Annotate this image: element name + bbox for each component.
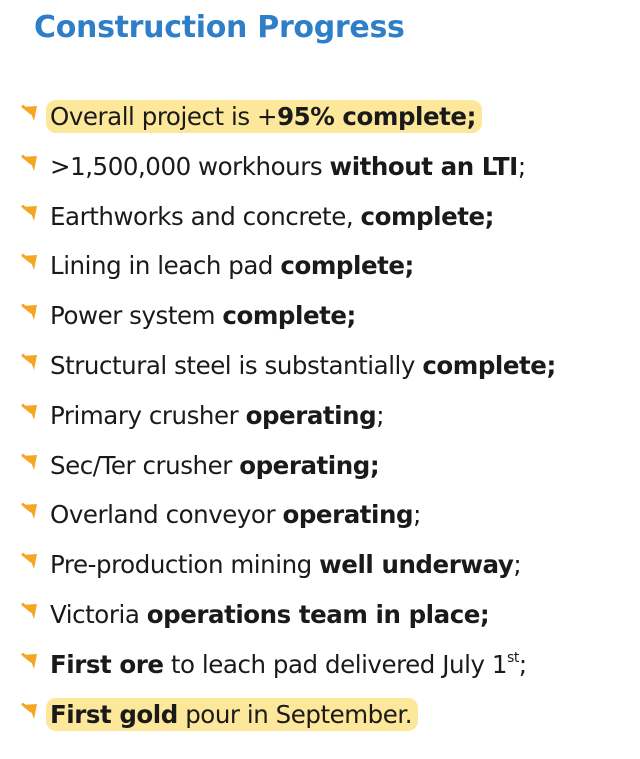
- plain-text: Victoria: [50, 599, 147, 629]
- plain-text: pour in September.: [177, 699, 413, 729]
- plain-text: >1,500,000 workhours: [50, 151, 330, 181]
- bold-text: complete;: [422, 350, 556, 380]
- arrow-bullet-icon: [20, 490, 50, 522]
- list-item-text: First gold pour in September.: [46, 690, 419, 740]
- bold-text: First gold: [50, 699, 178, 729]
- plain-text: Overall project is +: [50, 102, 278, 131]
- plain-text: ;: [513, 550, 522, 580]
- list-item-text: Pre-production mining well underway;: [50, 540, 522, 590]
- list-item-text: Sec/Ter crusher operating;: [50, 441, 380, 491]
- list-item: Earthworks and concrete, complete;: [20, 192, 636, 242]
- highlight-marker: First gold pour in September.: [46, 697, 419, 731]
- bold-text: well underway: [319, 550, 514, 580]
- list-item: Lining in leach pad complete;: [20, 241, 636, 291]
- bold-text: operating: [245, 400, 377, 430]
- plain-text: Primary crusher: [50, 400, 246, 430]
- list-item: Structural steel is substantially comple…: [20, 341, 636, 391]
- arrow-bullet-icon: [20, 391, 50, 423]
- bold-text: without an LTI: [329, 151, 519, 181]
- superscript-text: st: [506, 649, 519, 666]
- plain-text: Structural steel is substantially: [50, 350, 423, 380]
- arrow-bullet-icon: [20, 441, 50, 473]
- plain-text: Power system: [50, 301, 223, 331]
- list-item-text: Overland conveyor operating;: [50, 490, 421, 540]
- plain-text: Pre-production mining: [50, 550, 320, 580]
- bold-text: complete;: [222, 301, 356, 331]
- page-title: Construction Progress: [34, 10, 405, 45]
- list-item-text: Structural steel is substantially comple…: [50, 341, 556, 391]
- list-item-text: Overall project is +95% complete;: [46, 92, 482, 142]
- progress-list: Overall project is +95% complete; >1,500,…: [20, 92, 636, 739]
- arrow-bullet-icon: [20, 241, 50, 273]
- list-item: Pre-production mining well underway;: [20, 540, 636, 590]
- plain-text: ;: [517, 151, 526, 181]
- arrow-bullet-icon: [20, 192, 50, 224]
- plain-text: Overland conveyor: [50, 500, 283, 530]
- list-item: First ore to leach pad delivered July 1s…: [20, 640, 636, 690]
- list-item-text: Primary crusher operating;: [50, 391, 384, 441]
- plain-text: Sec/Ter crusher: [50, 450, 240, 480]
- list-item-text: Earthworks and concrete, complete;: [50, 192, 494, 242]
- list-item-text: Lining in leach pad complete;: [50, 241, 414, 291]
- plain-text: ;: [518, 649, 527, 679]
- bold-text: operating: [282, 500, 414, 530]
- list-item: Primary crusher operating;: [20, 391, 636, 441]
- plain-text: ;: [376, 400, 385, 430]
- list-item: Victoria operations team in place;: [20, 590, 636, 640]
- arrow-bullet-icon: [20, 142, 50, 174]
- arrow-bullet-icon: [20, 92, 50, 124]
- list-item: Sec/Ter crusher operating;: [20, 441, 636, 491]
- list-item: First gold pour in September.: [20, 690, 636, 740]
- plain-text: ;: [413, 500, 421, 530]
- bold-text: operations team in place;: [146, 599, 490, 629]
- bold-text: operating;: [239, 450, 380, 480]
- bold-text: First ore: [50, 649, 164, 679]
- list-item-text: Victoria operations team in place;: [50, 590, 490, 640]
- arrow-bullet-icon: [20, 341, 50, 373]
- bold-text: 95% complete;: [277, 102, 476, 131]
- arrow-bullet-icon: [20, 690, 50, 722]
- list-item: Overall project is +95% complete;: [20, 92, 636, 142]
- list-item: Overland conveyor operating;: [20, 490, 636, 540]
- plain-text: Lining in leach pad: [50, 251, 281, 281]
- bold-text: complete;: [280, 251, 414, 281]
- arrow-bullet-icon: [20, 291, 50, 323]
- highlight-marker: Overall project is +95% complete;: [46, 100, 482, 133]
- plain-text: to leach pad delivered July 1: [163, 649, 508, 679]
- list-item-text: Power system complete;: [50, 291, 356, 341]
- plain-text: Earthworks and concrete,: [50, 201, 361, 231]
- list-item: >1,500,000 workhours without an LTI;: [20, 142, 636, 192]
- arrow-bullet-icon: [20, 590, 50, 622]
- arrow-bullet-icon: [20, 640, 50, 672]
- list-item: Power system complete;: [20, 291, 636, 341]
- list-item-text: >1,500,000 workhours without an LTI;: [50, 142, 526, 192]
- bold-text: complete;: [360, 201, 495, 231]
- list-item-text: First ore to leach pad delivered July 1s…: [50, 640, 527, 690]
- arrow-bullet-icon: [20, 540, 50, 572]
